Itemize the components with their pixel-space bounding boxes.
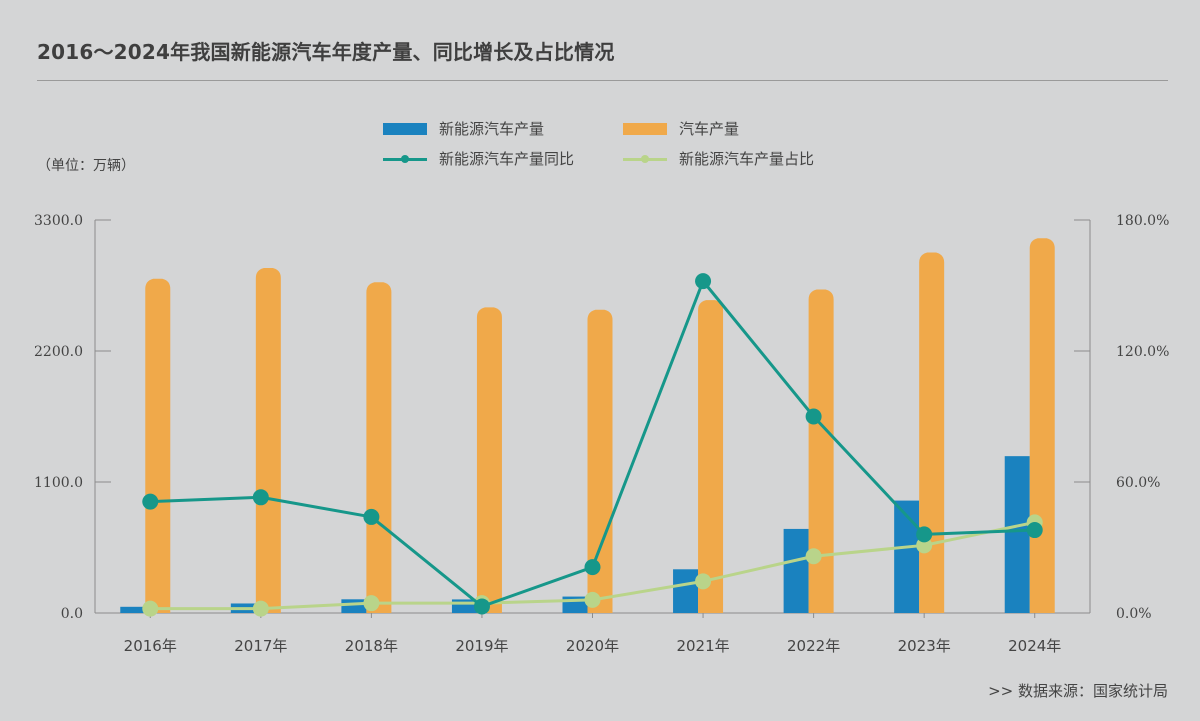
left-axis-tick-label: 3300.0 [34, 213, 83, 229]
legend-swatch-nev-yoy [383, 153, 427, 165]
legend-label-nev-share: 新能源汽车产量占比 [679, 150, 815, 168]
legend-item-nev-production: 新能源汽车产量 [383, 118, 544, 139]
bar-nev-production [894, 500, 920, 613]
nev-yoy-point [584, 559, 601, 576]
bar-nev-production [783, 528, 809, 613]
nev-share-point [252, 600, 269, 617]
nev-yoy-point [805, 408, 822, 425]
bar-car-production [476, 307, 502, 613]
right-axis-tick-label: 0.0% [1116, 606, 1152, 622]
nev-yoy-point [142, 493, 159, 510]
bar-car-production [587, 309, 613, 613]
right-axis-tick-label: 120.0% [1116, 344, 1169, 360]
legend-swatch-nev-production [383, 122, 427, 135]
nev-yoy-point [363, 508, 380, 525]
legend: 新能源汽车产量 汽车产量 新能源汽车产量同比 新能源汽车产量占比 [383, 118, 863, 178]
left-axis-tick-label: 2200.0 [34, 344, 83, 360]
bar-car-production [698, 300, 724, 613]
x-axis-tick-label: 2021年 [676, 637, 729, 655]
legend-item-car-production: 汽车产量 [623, 118, 739, 139]
bar-car-production [1029, 238, 1055, 613]
nev-yoy-point [916, 526, 933, 543]
x-axis-tick-label: 2017年 [234, 637, 287, 655]
unit-label: （单位：万辆） [37, 158, 135, 174]
legend-label-nev-yoy: 新能源汽车产量同比 [439, 150, 575, 168]
nev-yoy-point [252, 489, 269, 506]
data-source: >> 数据来源：国家统计局 [988, 682, 1168, 700]
x-axis-tick-label: 2016年 [124, 637, 177, 655]
nev-yoy-point [695, 273, 712, 290]
x-axis-tick-label: 2023年 [898, 637, 951, 655]
chart-title: 2016～2024年我国新能源汽车年度产量、同比增长及占比情况 [37, 40, 615, 64]
right-axis-tick-label: 180.0% [1116, 213, 1169, 229]
bar-car-production [255, 268, 281, 613]
x-axis-tick-label: 2020年 [566, 637, 619, 655]
legend-label-car-production: 汽车产量 [679, 120, 740, 138]
bar-car-production [145, 278, 171, 613]
nev-yoy-point [473, 598, 490, 615]
legend-item-nev-yoy: 新能源汽车产量同比 [383, 148, 574, 169]
bar-nev-production [120, 606, 146, 613]
bar-nev-production [1004, 456, 1030, 613]
bar-car-production [808, 289, 834, 613]
bar-car-production [366, 282, 392, 613]
x-axis-tick-label: 2019年 [455, 637, 508, 655]
x-axis-tick-label: 2024年 [1008, 637, 1061, 655]
x-axis-tick-label: 2018年 [345, 637, 398, 655]
nev-share-point [142, 600, 159, 617]
left-axis-tick-label: 1100.0 [34, 475, 83, 491]
nev-share-point [805, 548, 822, 565]
nev-share-point [363, 595, 380, 612]
title-divider [37, 80, 1168, 81]
bar-nev-production [341, 599, 367, 613]
nev-share-point [584, 591, 601, 608]
left-axis-tick-label: 0.0 [61, 606, 83, 622]
bar-car-production [919, 252, 945, 613]
bar-nev-production [451, 599, 477, 613]
legend-swatch-car-production [623, 122, 667, 135]
legend-label-nev-production: 新能源汽车产量 [439, 120, 545, 138]
right-axis-tick-label: 60.0% [1116, 475, 1160, 491]
legend-item-nev-share: 新能源汽车产量占比 [623, 148, 814, 169]
x-axis-tick-label: 2022年 [787, 637, 840, 655]
nev-yoy-point [1026, 522, 1043, 539]
legend-swatch-nev-share [623, 153, 667, 165]
bar-nev-production [673, 569, 699, 613]
nev-share-point [695, 573, 712, 590]
